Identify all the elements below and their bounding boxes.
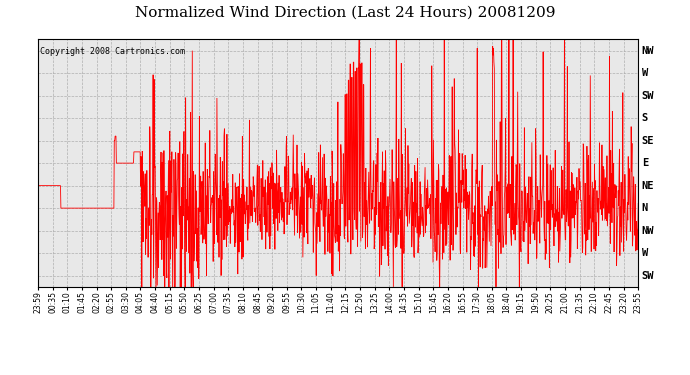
Text: N: N xyxy=(642,203,648,213)
Text: W: W xyxy=(642,248,648,258)
Text: NW: NW xyxy=(642,226,654,236)
Text: NE: NE xyxy=(642,181,654,190)
Text: S: S xyxy=(642,113,648,123)
Text: Normalized Wind Direction (Last 24 Hours) 20081209: Normalized Wind Direction (Last 24 Hours… xyxy=(135,6,555,20)
Text: SE: SE xyxy=(642,136,654,146)
Text: SW: SW xyxy=(642,91,654,101)
Text: NW: NW xyxy=(642,46,654,56)
Text: Copyright 2008 Cartronics.com: Copyright 2008 Cartronics.com xyxy=(40,47,186,56)
Text: E: E xyxy=(642,158,648,168)
Text: SW: SW xyxy=(642,271,654,280)
Text: W: W xyxy=(642,68,648,78)
